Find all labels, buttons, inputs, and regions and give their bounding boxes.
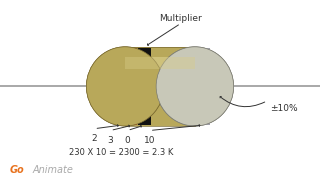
Ellipse shape (156, 47, 234, 126)
Text: Animate: Animate (33, 165, 74, 175)
Bar (128, 48, 137, 125)
Text: 3: 3 (108, 136, 113, 145)
Text: 230 X 10 = 2300 = 2.3 K: 230 X 10 = 2300 = 2.3 K (69, 148, 174, 157)
Text: Go: Go (10, 165, 24, 175)
Text: ±10%: ±10% (270, 103, 298, 112)
Ellipse shape (156, 47, 234, 126)
FancyBboxPatch shape (125, 47, 195, 126)
Text: 10: 10 (144, 136, 156, 145)
Ellipse shape (86, 47, 164, 126)
Bar (117, 48, 126, 125)
FancyBboxPatch shape (125, 57, 195, 69)
Text: Multiplier: Multiplier (159, 14, 202, 23)
FancyBboxPatch shape (125, 57, 195, 69)
Text: 0: 0 (124, 136, 130, 145)
Text: 2: 2 (92, 134, 97, 143)
Bar (196, 48, 211, 125)
Bar (138, 48, 151, 125)
Ellipse shape (86, 47, 164, 126)
